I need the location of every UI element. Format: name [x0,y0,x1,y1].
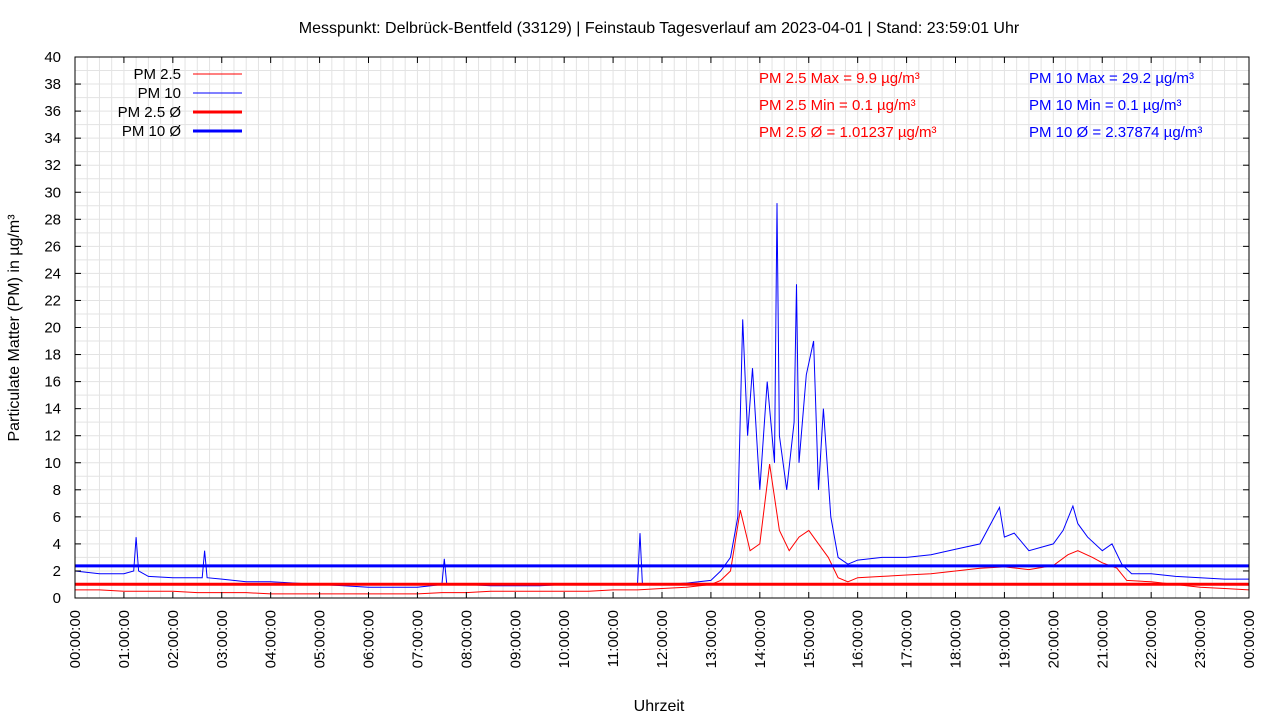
tick-layer: 024681012141618202224262830323436384000:… [44,49,1258,668]
y-tick-label: 32 [44,157,61,174]
x-tick-label: 06:00:00 [361,610,378,668]
y-tick-label: 22 [44,292,61,309]
stat-pm10-avg: PM 10 Ø = 2.37874 µg/m³ [1029,124,1202,141]
stat-pm25-max: PM 2.5 Max = 9.9 µg/m³ [759,70,920,87]
series-layer [74,203,1250,595]
x-tick-label: 20:00:00 [1045,610,1062,668]
y-tick-label: 34 [44,130,61,147]
x-tick-label: 15:00:00 [801,610,818,668]
x-tick-label: 17:00:00 [899,610,916,668]
x-tick-label: 22:00:00 [1143,610,1160,668]
x-tick-label: 14:00:00 [752,610,769,668]
x-tick-label: 00:00:00 [67,610,84,668]
y-tick-label: 28 [44,211,61,228]
x-tick-label: 10:00:00 [556,610,573,668]
legend-label-pm10: PM 10 [138,85,181,102]
y-tick-label: 40 [44,49,61,66]
y-tick-label: 12 [44,428,61,445]
y-tick-label: 6 [53,509,61,526]
y-tick-label: 8 [53,482,61,499]
x-tick-label: 08:00:00 [458,610,475,668]
x-tick-label: 19:00:00 [996,610,1013,668]
stats-pm10: PM 10 Max = 29.2 µg/m³ PM 10 Min = 0.1 µ… [1029,70,1202,141]
legend-label-pm25: PM 2.5 [133,66,181,83]
x-tick-label: 04:00:00 [263,610,280,668]
legend-label-pm10-avg: PM 10 Ø [122,123,182,140]
x-tick-label: 11:00:00 [605,610,622,667]
x-tick-label: 12:00:00 [654,610,671,668]
y-tick-label: 30 [44,184,61,201]
x-tick-label: 03:00:00 [214,610,231,668]
chart-title: Messpunkt: Delbrück-Bentfeld (33129) | F… [299,20,1020,37]
x-tick-label: 21:00:00 [1094,610,1111,668]
y-tick-label: 4 [53,536,61,553]
stat-pm25-min: PM 2.5 Min = 0.1 µg/m³ [759,97,916,114]
legend-label-pm25-avg: PM 2.5 Ø [118,104,182,121]
x-tick-label: 18:00:00 [948,610,965,668]
x-tick-label: 07:00:00 [409,610,426,668]
y-tick-label: 16 [44,374,61,391]
y-axis-label: Particulate Matter (PM) in µg/m³ [6,214,23,442]
x-tick-label: 00:00:00 [1241,610,1258,668]
stats-pm25: PM 2.5 Max = 9.9 µg/m³ PM 2.5 Min = 0.1 … [759,70,936,141]
series-line [74,203,1249,588]
x-tick-label: 09:00:00 [507,610,524,668]
x-axis-label: Uhrzeit [634,698,685,715]
y-tick-label: 0 [53,590,61,607]
x-tick-label: 01:00:00 [116,610,133,668]
x-tick-label: 02:00:00 [165,610,182,668]
legend: PM 2.5 PM 10 PM 2.5 Ø PM 10 Ø [118,66,242,140]
stat-pm10-max: PM 10 Max = 29.2 µg/m³ [1029,70,1194,87]
y-tick-label: 38 [44,76,61,93]
x-tick-label: 23:00:00 [1192,610,1209,668]
stat-pm10-min: PM 10 Min = 0.1 µg/m³ [1029,97,1181,114]
x-tick-label: 05:00:00 [312,610,329,668]
x-tick-label: 16:00:00 [850,610,867,668]
y-tick-label: 36 [44,103,61,120]
y-tick-label: 2 [53,563,61,580]
y-tick-label: 20 [44,320,61,337]
x-tick-label: 13:00:00 [703,610,720,668]
y-tick-label: 10 [44,455,61,472]
y-tick-label: 14 [44,401,61,418]
stat-pm25-avg: PM 2.5 Ø = 1.01237 µg/m³ [759,124,936,141]
y-tick-label: 24 [44,265,61,282]
y-tick-label: 18 [44,347,61,364]
y-tick-label: 26 [44,238,61,255]
